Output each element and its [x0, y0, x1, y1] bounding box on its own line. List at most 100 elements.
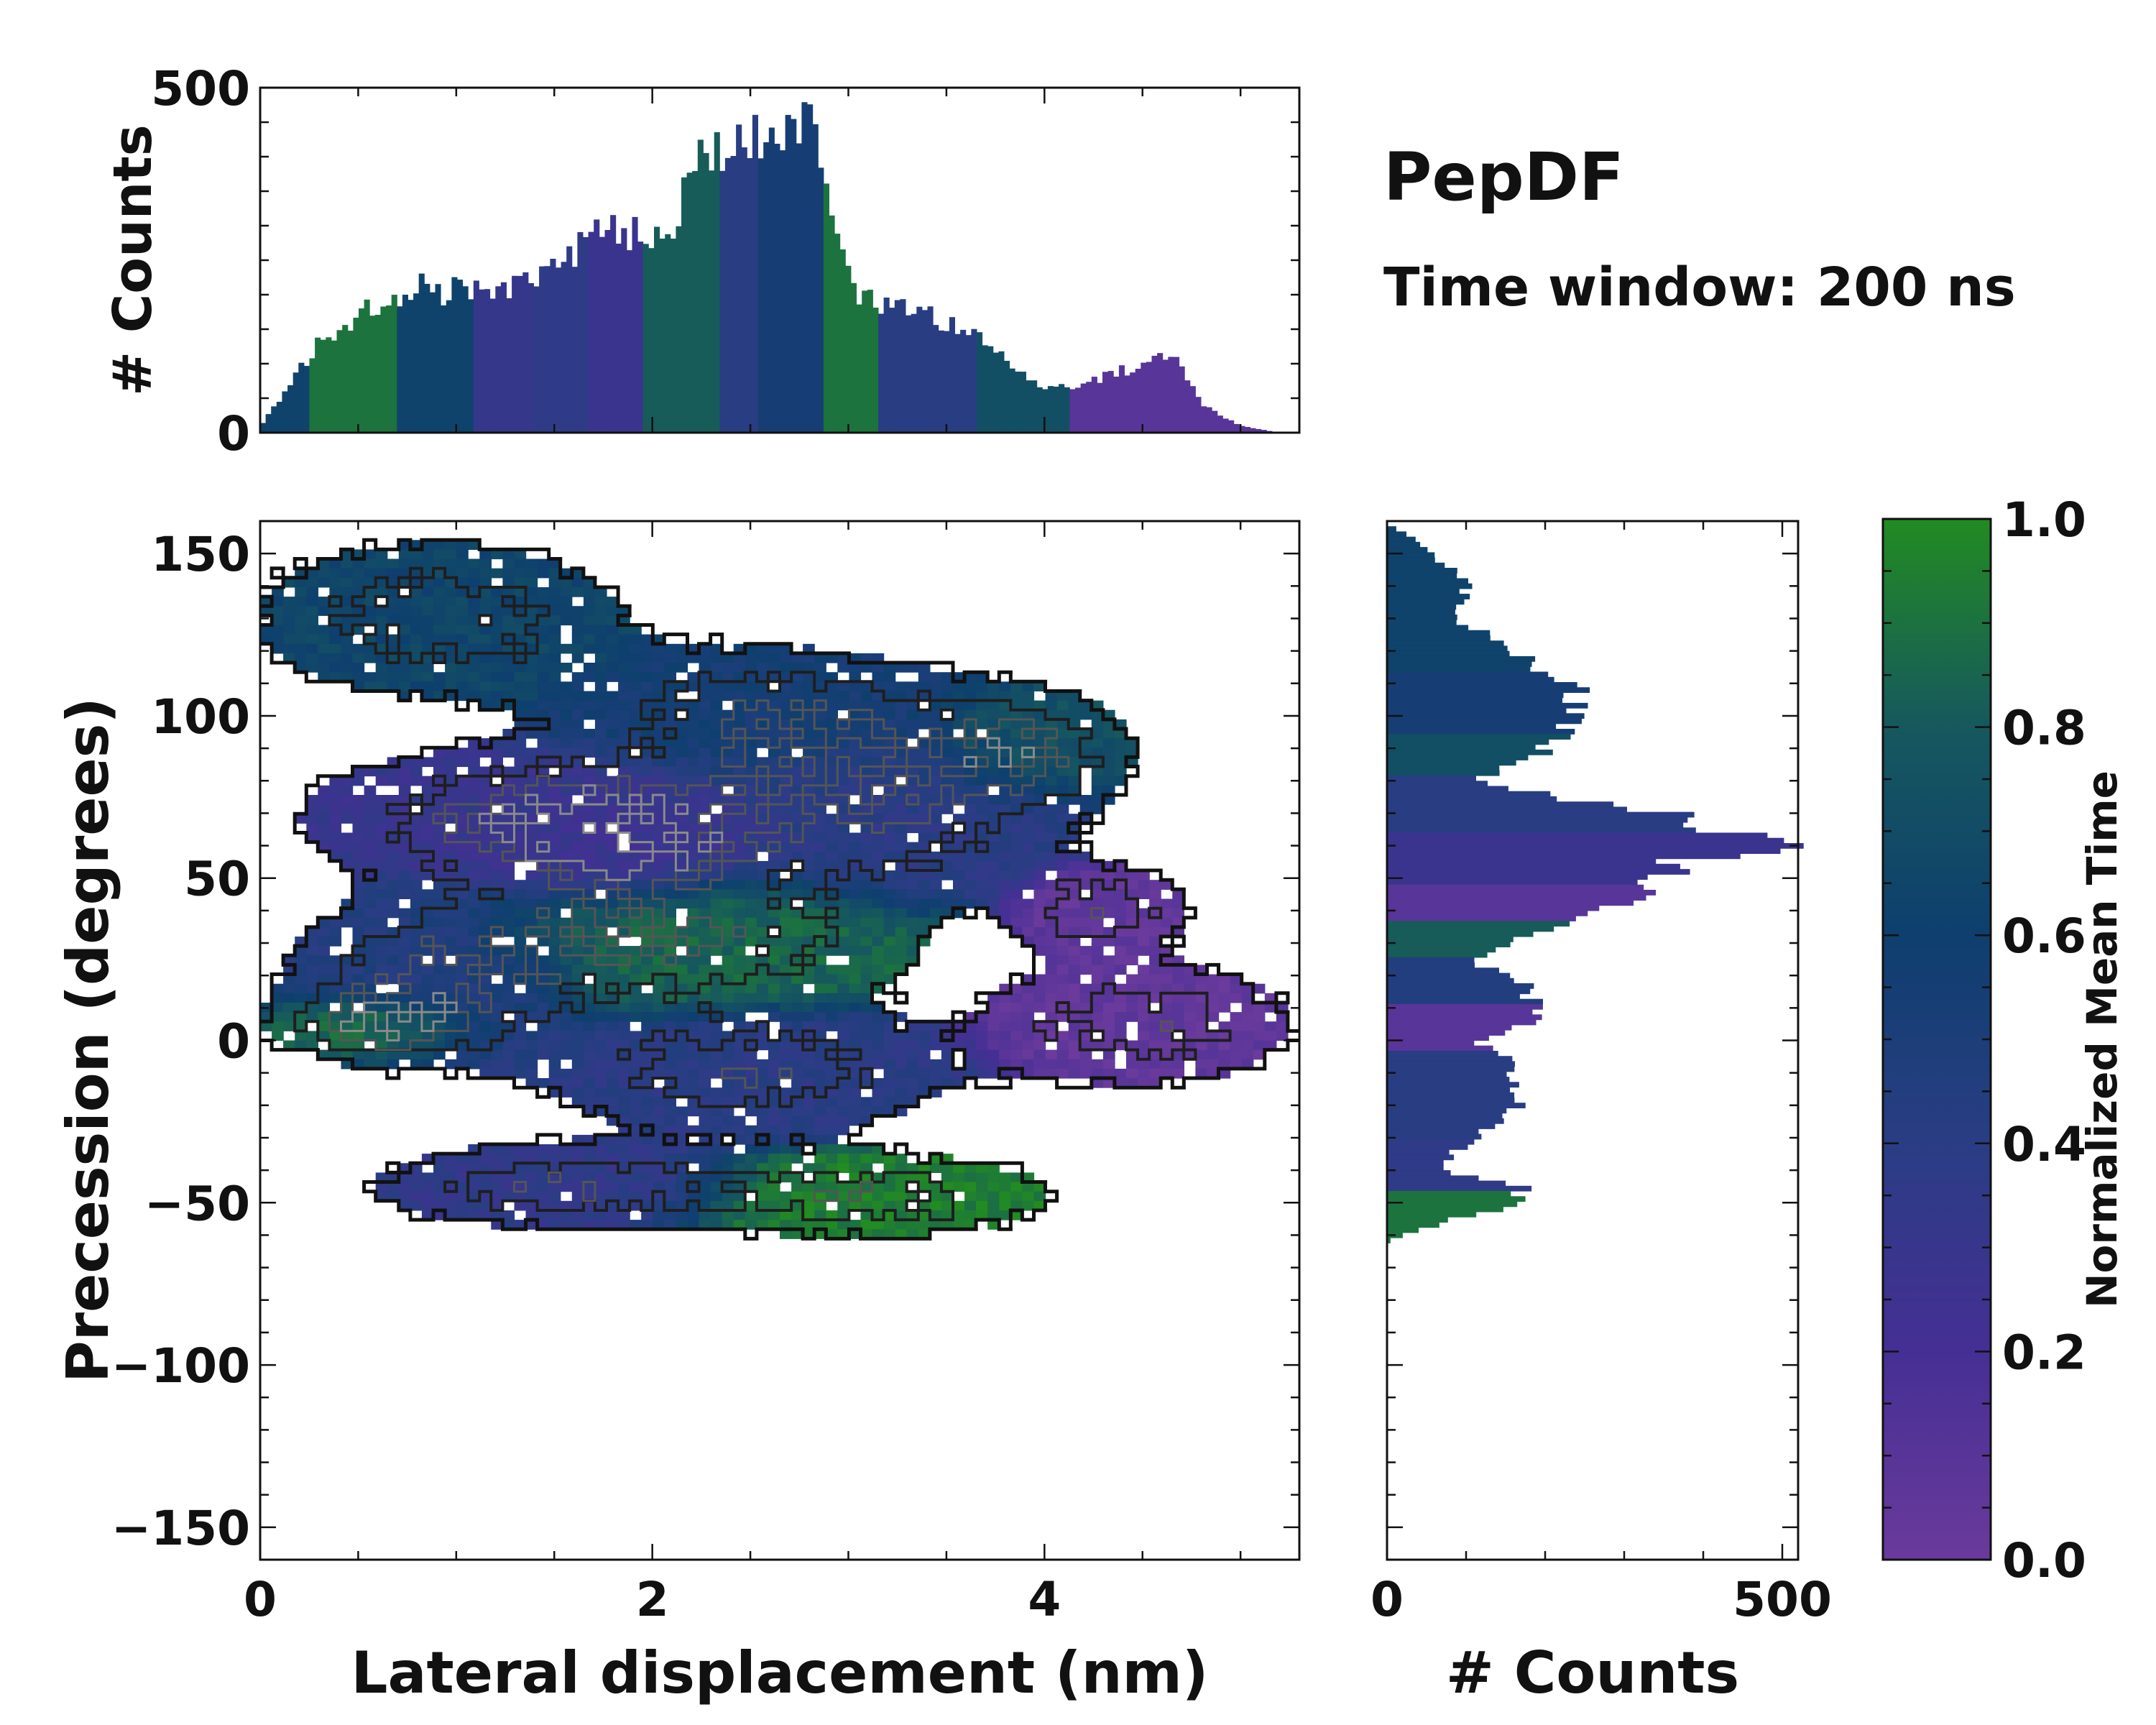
heatmap-cell: [514, 842, 527, 852]
heatmap-cell: [883, 785, 896, 796]
heatmap-cell: [791, 926, 803, 937]
heatmap-cell: [445, 577, 457, 588]
heatmap-cell: [814, 974, 826, 985]
heatmap-cell: [1172, 1012, 1184, 1022]
heatmap-cell: [872, 672, 885, 682]
heatmap-cell: [352, 558, 365, 569]
right-histogram-bar: [1387, 905, 1600, 911]
top-histogram-bar: [479, 289, 485, 433]
heatmap-cell: [525, 917, 538, 928]
top-histogram-bar: [397, 306, 403, 433]
heatmap-cell: [745, 719, 757, 730]
heatmap-cell: [1161, 1012, 1173, 1022]
top-histogram-bar: [872, 308, 879, 433]
heatmap-cell: [295, 1003, 307, 1013]
heatmap-cell: [491, 1172, 503, 1183]
heatmap-cell: [987, 691, 1000, 702]
top-histogram-bar: [517, 275, 523, 433]
top-histogram-bar: [1113, 377, 1120, 433]
top-histogram-bar: [834, 234, 841, 433]
heatmap-cell: [1114, 738, 1127, 748]
heatmap-cell: [571, 625, 584, 635]
heatmap-cell: [1068, 729, 1081, 739]
heatmap-cell: [814, 766, 826, 777]
right-histogram-bar: [1387, 661, 1532, 667]
heatmap-cell: [745, 795, 757, 805]
heatmap-cell: [607, 729, 619, 739]
top-histogram-bar: [1151, 356, 1158, 433]
heatmap-cell: [1195, 965, 1208, 975]
heatmap-cell: [329, 1031, 342, 1041]
heatmap-cell: [895, 795, 908, 805]
heatmap-cell: [456, 870, 469, 880]
heatmap-cell: [780, 1172, 792, 1183]
heatmap-cell: [537, 776, 550, 786]
heatmap-cell: [1056, 851, 1069, 862]
heatmap-cell: [548, 1040, 561, 1051]
heatmap-cell: [780, 776, 792, 786]
heatmap-cell: [1045, 814, 1058, 824]
heatmap-cell: [364, 814, 377, 824]
heatmap-cell: [710, 898, 723, 909]
heatmap-cell: [756, 1106, 769, 1117]
heatmap-cell: [710, 1154, 723, 1164]
heatmap-cell: [745, 974, 757, 985]
heatmap-cell: [318, 672, 330, 682]
heatmap-cell: [953, 766, 965, 777]
heatmap-cell: [1195, 1003, 1208, 1013]
heatmap-cell: [953, 860, 965, 871]
heatmap-cell: [571, 748, 584, 758]
heatmap-cell: [491, 549, 503, 560]
heatmap-cell: [445, 832, 457, 843]
heatmap-cell: [722, 1116, 734, 1126]
heatmap-cell: [398, 804, 411, 814]
heatmap-cell: [641, 917, 653, 928]
heatmap-cell: [814, 1172, 826, 1183]
heatmap-cell: [410, 860, 423, 871]
heatmap-cell: [976, 672, 988, 682]
heatmap-cell: [525, 842, 538, 852]
right-histogram-bar: [1387, 832, 1768, 839]
heatmap-cell: [745, 766, 757, 777]
heatmap-cell: [583, 748, 596, 758]
heatmap-cell: [502, 1182, 515, 1192]
heatmap-cell: [491, 917, 503, 928]
heatmap-cell: [525, 804, 538, 814]
heatmap-cell: [1184, 983, 1196, 994]
heatmap-cell: [699, 1012, 711, 1022]
heatmap-cell: [341, 558, 354, 569]
heatmap-cell: [791, 955, 803, 965]
heatmap-cell: [491, 672, 503, 682]
heatmap-cell: [653, 748, 665, 758]
heatmap-cell: [641, 898, 653, 909]
heatmap-cell: [364, 965, 377, 975]
heatmap-cell: [722, 766, 734, 777]
heatmap-cell: [987, 908, 1000, 919]
heatmap-cell: [537, 1003, 550, 1013]
heatmap-cell: [745, 748, 757, 758]
heatmap-cell: [895, 926, 908, 937]
heatmap-cell: [733, 709, 746, 720]
heatmap-cell: [929, 1200, 942, 1211]
heatmap-cell: [1079, 1059, 1092, 1070]
heatmap-cell: [676, 993, 688, 1003]
top-histogram-bar: [927, 306, 934, 433]
heatmap-cell: [421, 1021, 434, 1031]
heatmap-cell: [687, 672, 700, 682]
heatmap-cell: [929, 898, 942, 909]
heatmap-cell: [883, 672, 896, 682]
right-xlabel: # Counts: [1446, 1639, 1739, 1706]
heatmap-cell: [895, 908, 908, 919]
heatmap-cell: [745, 993, 757, 1003]
heatmap-cell: [352, 823, 365, 834]
heatmap-cell: [1091, 926, 1104, 937]
heatmap-cell: [445, 1012, 457, 1022]
heatmap-cell: [860, 814, 873, 824]
right-histogram-bar: [1387, 666, 1531, 673]
right-histogram-bar: [1387, 848, 1781, 854]
heatmap-cell: [456, 672, 469, 682]
heatmap-cell: [537, 1191, 550, 1202]
heatmap-cell: [1149, 1059, 1161, 1070]
heatmap-cell: [548, 748, 561, 758]
heatmap-cell: [860, 738, 873, 748]
